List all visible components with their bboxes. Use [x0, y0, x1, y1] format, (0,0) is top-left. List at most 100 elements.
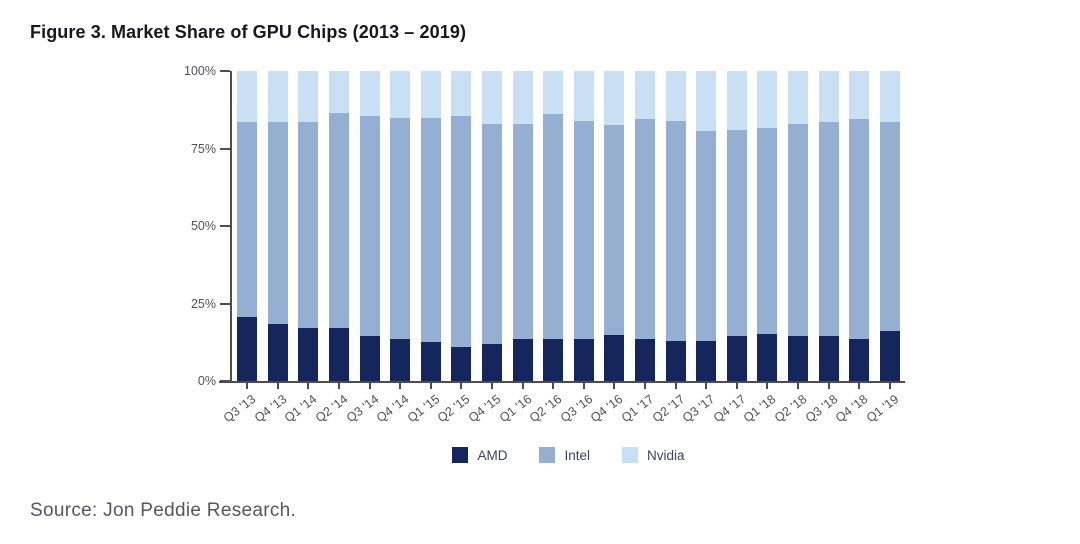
- bar-segment-nvidia: [787, 71, 808, 124]
- bar-column: [604, 71, 625, 381]
- bar-segment-nvidia: [390, 71, 411, 118]
- bar-segment-amd: [787, 336, 808, 381]
- legend-label: Intel: [564, 447, 590, 463]
- bar-segment-amd: [726, 336, 747, 381]
- bar-segment-intel: [329, 112, 350, 329]
- x-tick-mark: [429, 383, 432, 389]
- x-tick-mark: [552, 383, 555, 389]
- x-tick-mark: [796, 383, 799, 389]
- bar-segment-intel: [726, 129, 747, 337]
- bar-segment-nvidia: [420, 71, 441, 118]
- bar-segment-nvidia: [665, 71, 686, 121]
- bar-segment-nvidia: [329, 71, 350, 113]
- bar-column: [634, 71, 655, 381]
- x-tick-mark: [307, 383, 310, 389]
- bar-segment-nvidia: [634, 71, 655, 120]
- bar-column: [849, 71, 870, 381]
- x-tick-mark: [521, 383, 524, 389]
- y-tick-mark: [220, 225, 230, 227]
- bar-segment-amd: [512, 339, 533, 381]
- legend-label: AMD: [477, 447, 508, 463]
- bar-segment-nvidia: [237, 71, 258, 123]
- y-tick-mark: [220, 302, 230, 305]
- x-tick-mark: [338, 383, 341, 389]
- y-tick-mark: [220, 147, 230, 150]
- x-tick-mark: [674, 383, 677, 389]
- bar-column: [512, 71, 533, 381]
- bar-segment-nvidia: [696, 71, 717, 132]
- x-tick-mark: [735, 383, 738, 389]
- bar-segment-amd: [420, 342, 441, 381]
- bar-segment-amd: [482, 343, 503, 381]
- bar-segment-amd: [267, 323, 288, 381]
- bar-segment-amd: [451, 346, 472, 381]
- bar-segment-intel: [237, 122, 258, 318]
- y-tick-label: 50%: [190, 219, 216, 233]
- bar-segment-amd: [237, 317, 258, 381]
- bar-segment-intel: [604, 125, 625, 335]
- bar-column: [298, 71, 319, 381]
- bar-segment-intel: [451, 115, 472, 347]
- bar-column: [696, 71, 717, 381]
- legend-swatch-nvidia: [622, 447, 638, 463]
- x-tick-mark: [491, 383, 494, 389]
- bar-column: [267, 71, 288, 381]
- y-tick-label: 75%: [190, 141, 216, 156]
- bar-segment-nvidia: [573, 71, 594, 121]
- bar-segment-intel: [267, 122, 288, 324]
- bar-segment-nvidia: [359, 71, 380, 116]
- x-tick-mark: [368, 383, 371, 389]
- bar-segment-amd: [298, 328, 319, 381]
- bar-column: [451, 71, 472, 381]
- figure-title: Figure 3. Market Share of GPU Chips (201…: [30, 22, 467, 42]
- bar-segment-amd: [879, 331, 900, 381]
- bar-column: [482, 71, 503, 381]
- legend-swatch-intel: [539, 447, 556, 463]
- x-tick-mark: [399, 383, 402, 389]
- bar-column: [757, 71, 778, 381]
- chart-plot-area: 0% 25% 50% 75% 100% Q3 '13 Q4 '13 Q1 '14 Q2 '14…: [184, 64, 905, 425]
- bar-column: [726, 71, 747, 381]
- bar-segment-intel: [818, 122, 839, 337]
- bar-column: [359, 71, 380, 381]
- y-tick-label: 0%: [197, 374, 216, 388]
- bar-segment-amd: [665, 340, 686, 381]
- bar-column: [543, 71, 564, 381]
- bar-column: [879, 71, 900, 381]
- y-axis-line: [230, 71, 232, 382]
- y-tick-mark: [220, 380, 230, 382]
- bar-segment-intel: [757, 128, 778, 335]
- bar-segment-amd: [573, 339, 594, 381]
- bar-column: [818, 71, 839, 381]
- y-tick-label: 100%: [184, 64, 216, 78]
- bar-segment-intel: [634, 119, 655, 340]
- bar-segment-amd: [390, 339, 411, 381]
- bar-column: [329, 71, 350, 381]
- bar-segment-intel: [298, 122, 319, 329]
- bar-segment-intel: [665, 120, 686, 341]
- bar-segment-intel: [787, 123, 808, 337]
- bar-segment-intel: [482, 123, 503, 344]
- bar-segment-amd: [604, 334, 625, 381]
- legend-label: Nvidia: [647, 447, 685, 463]
- bar-segment-amd: [696, 340, 717, 381]
- bar-segment-amd: [329, 328, 350, 381]
- bar-segment-nvidia: [849, 71, 870, 120]
- bar-segment-nvidia: [879, 71, 900, 123]
- x-tick-mark: [766, 383, 769, 389]
- x-axis-line: [219, 381, 905, 383]
- bar-segment-nvidia: [604, 71, 625, 126]
- bar-segment-nvidia: [726, 71, 747, 130]
- bar-segment-amd: [757, 334, 778, 381]
- y-tick-label: 25%: [190, 296, 216, 311]
- x-tick-mark: [858, 383, 861, 389]
- x-tick-mark: [276, 383, 279, 389]
- bar-segment-nvidia: [451, 71, 472, 116]
- bar-segment-intel: [390, 117, 411, 340]
- bar-segment-intel: [543, 114, 564, 340]
- x-tick-mark: [643, 383, 646, 389]
- bar-segment-amd: [849, 339, 870, 381]
- bar-segment-intel: [696, 131, 717, 341]
- bar-segment-nvidia: [512, 71, 533, 124]
